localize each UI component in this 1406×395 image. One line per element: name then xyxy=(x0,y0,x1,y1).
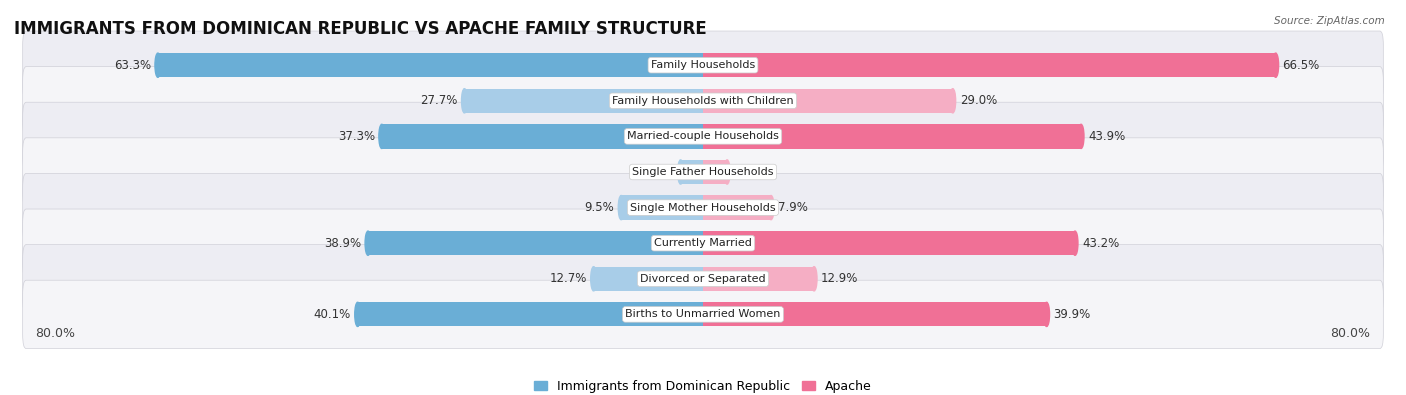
Text: Single Father Households: Single Father Households xyxy=(633,167,773,177)
Text: Source: ZipAtlas.com: Source: ZipAtlas.com xyxy=(1274,16,1385,26)
FancyBboxPatch shape xyxy=(22,102,1384,171)
Text: 39.9%: 39.9% xyxy=(1053,308,1091,321)
Bar xyxy=(681,160,703,184)
Text: 9.5%: 9.5% xyxy=(585,201,614,214)
Bar xyxy=(621,196,703,220)
FancyBboxPatch shape xyxy=(22,245,1384,313)
Text: 29.0%: 29.0% xyxy=(960,94,997,107)
Text: 7.9%: 7.9% xyxy=(778,201,808,214)
Circle shape xyxy=(366,231,371,255)
Circle shape xyxy=(591,267,596,291)
Bar xyxy=(464,89,703,113)
Circle shape xyxy=(1073,231,1078,255)
Text: 2.6%: 2.6% xyxy=(644,166,673,179)
Circle shape xyxy=(155,53,160,77)
Text: 37.3%: 37.3% xyxy=(337,130,375,143)
Circle shape xyxy=(1272,53,1278,77)
Legend: Immigrants from Dominican Republic, Apache: Immigrants from Dominican Republic, Apac… xyxy=(534,380,872,393)
Circle shape xyxy=(724,160,730,184)
Text: Married-couple Households: Married-couple Households xyxy=(627,132,779,141)
Text: 40.1%: 40.1% xyxy=(314,308,350,321)
Text: 80.0%: 80.0% xyxy=(35,327,76,340)
FancyBboxPatch shape xyxy=(22,173,1384,242)
Bar xyxy=(368,231,703,255)
Circle shape xyxy=(811,267,817,291)
Text: Family Households: Family Households xyxy=(651,60,755,70)
Circle shape xyxy=(461,89,467,113)
Circle shape xyxy=(619,196,624,220)
Text: 43.2%: 43.2% xyxy=(1083,237,1119,250)
FancyBboxPatch shape xyxy=(22,31,1384,100)
Text: Currently Married: Currently Married xyxy=(654,238,752,248)
Bar xyxy=(593,267,703,291)
Text: Family Households with Children: Family Households with Children xyxy=(612,96,794,106)
Circle shape xyxy=(950,89,956,113)
Text: 66.5%: 66.5% xyxy=(1282,59,1320,72)
Bar xyxy=(703,267,814,291)
Text: 43.9%: 43.9% xyxy=(1088,130,1125,143)
FancyBboxPatch shape xyxy=(22,209,1384,277)
Text: 80.0%: 80.0% xyxy=(1330,327,1371,340)
Text: 63.3%: 63.3% xyxy=(114,59,150,72)
Circle shape xyxy=(768,196,773,220)
Text: Divorced or Separated: Divorced or Separated xyxy=(640,274,766,284)
Bar xyxy=(703,89,953,113)
Text: 27.7%: 27.7% xyxy=(420,94,457,107)
Circle shape xyxy=(354,302,360,327)
FancyBboxPatch shape xyxy=(22,67,1384,135)
Text: Single Mother Households: Single Mother Households xyxy=(630,203,776,213)
Text: Births to Unmarried Women: Births to Unmarried Women xyxy=(626,309,780,320)
Text: 38.9%: 38.9% xyxy=(323,237,361,250)
Bar xyxy=(703,53,1275,77)
Bar xyxy=(703,302,1046,327)
FancyBboxPatch shape xyxy=(22,280,1384,348)
Bar xyxy=(703,160,727,184)
Circle shape xyxy=(678,160,683,184)
Circle shape xyxy=(1078,124,1084,149)
Text: 12.7%: 12.7% xyxy=(550,272,586,285)
Circle shape xyxy=(1043,302,1049,327)
Text: IMMIGRANTS FROM DOMINICAN REPUBLIC VS APACHE FAMILY STRUCTURE: IMMIGRANTS FROM DOMINICAN REPUBLIC VS AP… xyxy=(14,19,707,38)
Bar xyxy=(703,231,1076,255)
Bar xyxy=(357,302,703,327)
Text: 2.8%: 2.8% xyxy=(734,166,763,179)
FancyBboxPatch shape xyxy=(22,138,1384,206)
Text: 12.9%: 12.9% xyxy=(821,272,858,285)
Bar xyxy=(703,124,1081,149)
Bar xyxy=(382,124,703,149)
Bar xyxy=(157,53,703,77)
Bar xyxy=(703,196,770,220)
Circle shape xyxy=(378,124,385,149)
